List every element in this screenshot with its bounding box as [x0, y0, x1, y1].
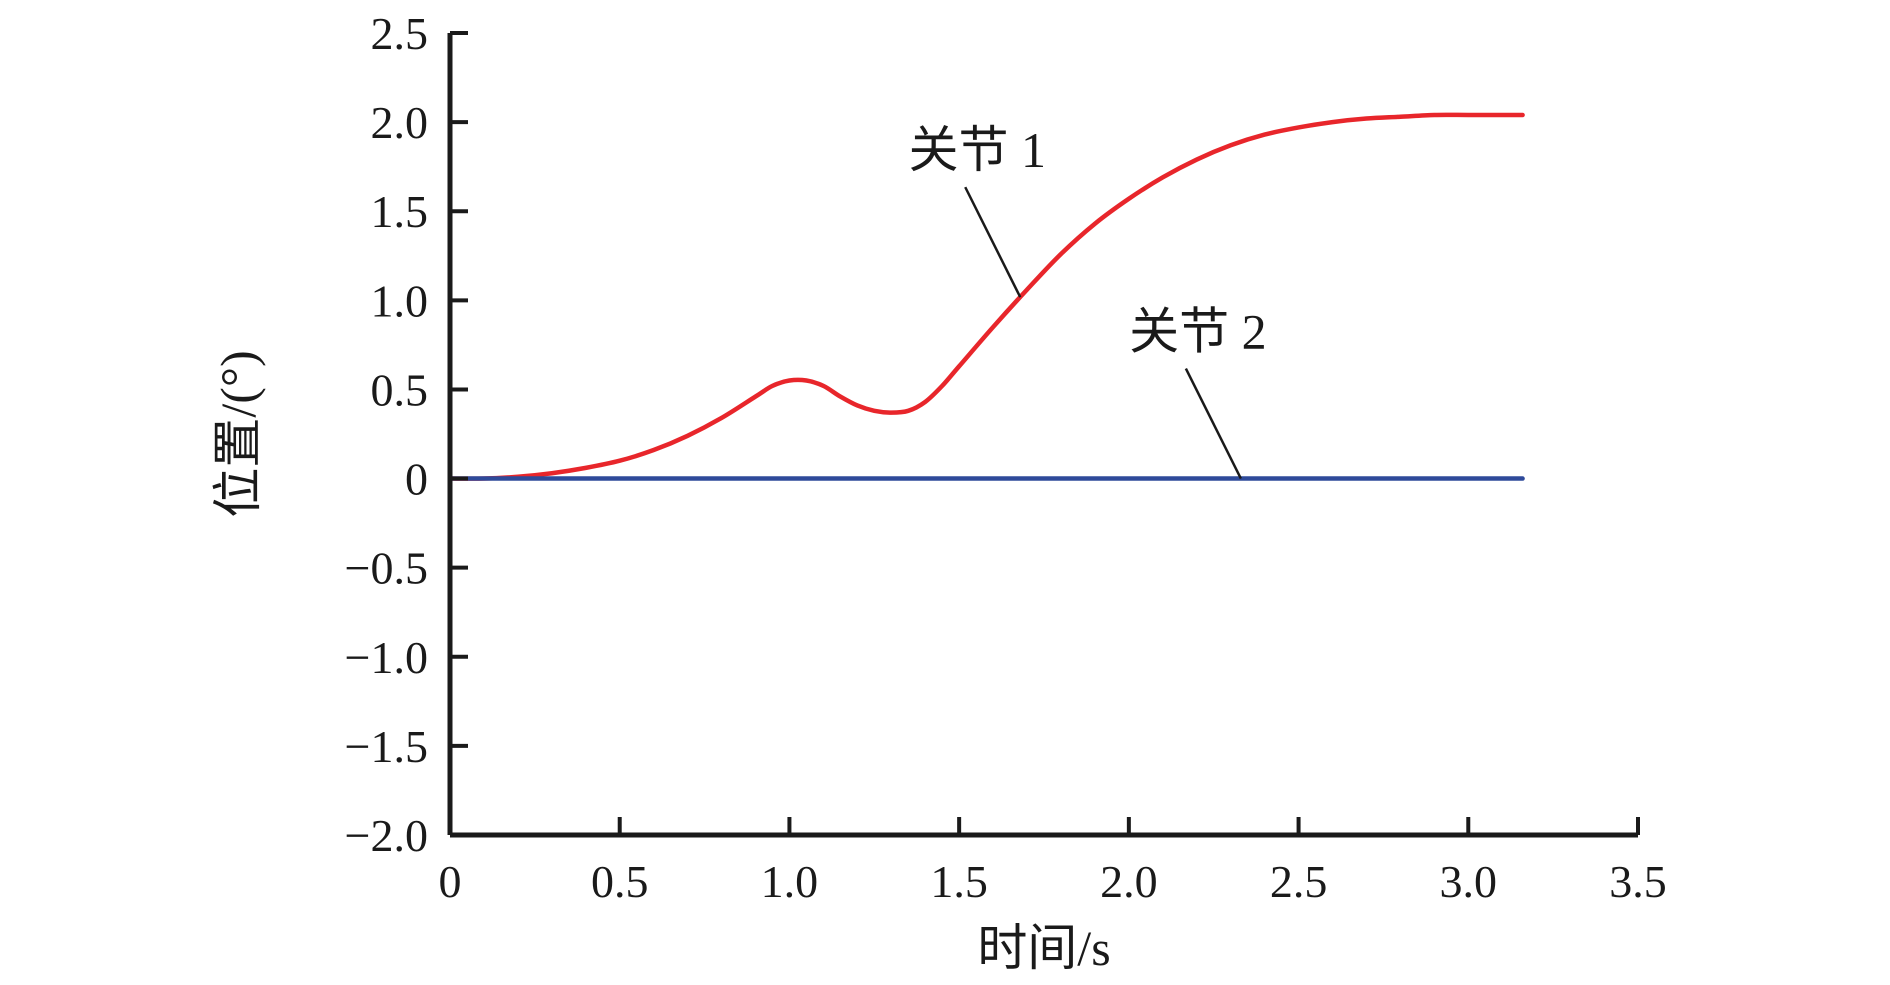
- y-tick-label: 0.5: [371, 364, 429, 415]
- x-tick-label: 1.5: [930, 856, 988, 907]
- plot-area: 0 0.5 1.0 1.5 2.0 2.5 3.0 3.5 −2.0 −1.5 −1.0 −0.5 0…: [345, 8, 1667, 907]
- y-tick-label: −1.0: [345, 632, 428, 683]
- y-tick-label: 1.5: [371, 186, 429, 237]
- x-axis-title: 时间/s: [977, 920, 1110, 976]
- y-tick-label: 1.0: [371, 275, 429, 326]
- series-annotation-label: 关节 1: [908, 122, 1046, 178]
- y-axis-ticks: −2.0 −1.5 −1.0 −0.5 0 0.5 1.0 1.5 2.0 2.5: [345, 8, 468, 861]
- y-tick-label: −2.0: [345, 810, 428, 861]
- x-tick-label: 3.0: [1440, 856, 1498, 907]
- annotation-leader-line: [1184, 367, 1242, 480]
- y-tick-label: 0: [405, 454, 428, 505]
- y-tick-label: −1.5: [345, 721, 428, 772]
- x-axis-ticks: 0 0.5 1.0 1.5 2.0 2.5 3.0 3.5: [439, 817, 1667, 907]
- annotations: 关节 1 关节 2: [908, 122, 1267, 480]
- y-axis-title: 位置/(°): [210, 350, 266, 517]
- x-tick-label: 3.5: [1609, 856, 1667, 907]
- x-tick-label: 2.5: [1270, 856, 1328, 907]
- y-tick-label: 2.5: [371, 8, 429, 59]
- series-layer: [447, 112, 1525, 481]
- y-tick-label: 2.0: [371, 97, 429, 148]
- x-tick-label: 1.0: [761, 856, 819, 907]
- x-tick-label: 0.5: [591, 856, 649, 907]
- x-tick-label: 2.0: [1100, 856, 1158, 907]
- series-annotation-label: 关节 2: [1129, 304, 1267, 360]
- y-tick-label: −0.5: [345, 543, 428, 594]
- series-line-1: [447, 112, 1525, 481]
- annotation-leader-line: [964, 186, 1022, 298]
- x-tick-label: 0: [439, 856, 462, 907]
